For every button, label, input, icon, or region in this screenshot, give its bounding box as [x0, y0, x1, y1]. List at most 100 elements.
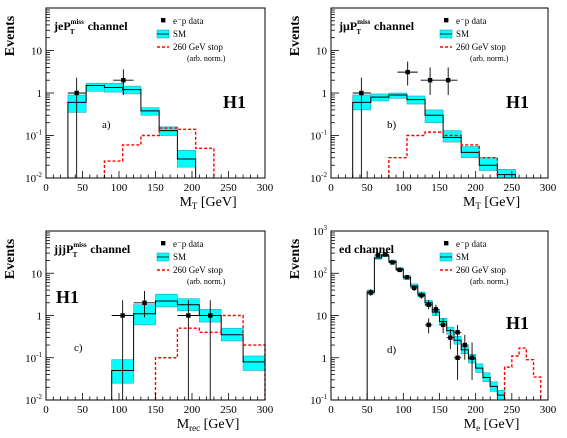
- y-axis-label: Events: [3, 238, 18, 279]
- y-tick-label-0: 10-2: [25, 171, 42, 185]
- channel-label: jePmiss T channel: [53, 18, 128, 36]
- y-tick-label-2: 1: [37, 88, 43, 100]
- legend-data-marker: [161, 241, 166, 246]
- legend-sm-label: SM: [173, 252, 186, 262]
- x-tick-label-50: 50: [362, 404, 374, 416]
- x-axis-label: MT [GeV]: [463, 195, 520, 211]
- data-point-0: [368, 290, 373, 295]
- panel-label: a): [102, 119, 111, 131]
- y-tick-label-1: 10-1: [310, 129, 327, 143]
- x-tick-label-50: 50: [77, 182, 89, 194]
- channel-label: jμPmiss T channel: [338, 18, 415, 36]
- h1-label: H1: [56, 287, 79, 307]
- legend-sm-label: SM: [173, 29, 186, 39]
- x-tick-label-250: 250: [504, 182, 521, 194]
- x-tick-label-150: 150: [431, 404, 448, 416]
- x-axis-label: Me [GeV]: [464, 417, 520, 433]
- legend-stop-label: 260 GeV stop: [456, 42, 506, 52]
- x-tick-label-50: 50: [362, 182, 374, 194]
- legend-stop-note: (arb. norm.): [187, 54, 226, 63]
- panel-b: 0 50 100 150 200 250 300 10-2 10-1 1 10 Events MT [G…: [288, 7, 557, 211]
- stop-histogram: [103, 127, 215, 178]
- y-tick-label-4: 103: [313, 224, 328, 238]
- x-tick-label-250: 250: [504, 404, 521, 416]
- y-tick-label-2: 1: [322, 88, 328, 100]
- h1-label: H1: [506, 92, 529, 112]
- y-axis-label: Events: [3, 15, 18, 56]
- sm-band-5: [442, 130, 462, 143]
- sm-band-2: [388, 92, 408, 99]
- data-point-9: [433, 307, 439, 312]
- x-tick-label-0: 0: [43, 182, 49, 194]
- legend-data-label: e⁻p data: [173, 239, 204, 249]
- x-axis-label: MT [GeV]: [179, 195, 236, 211]
- legend-data-marker: [444, 241, 449, 246]
- legend-data-label: e⁻p data: [173, 16, 204, 26]
- legend-data-marker: [444, 18, 449, 23]
- sm-band-6: [242, 355, 266, 371]
- data-point-4: [397, 267, 402, 273]
- legend-stop-label: 260 GeV stop: [456, 265, 506, 275]
- stop-histogram: [503, 347, 542, 400]
- sm-band-4: [140, 107, 160, 116]
- data-point-1: [121, 78, 126, 83]
- x-tick-label-300: 300: [540, 182, 557, 194]
- x-tick-label-250: 250: [220, 404, 237, 416]
- x-tick-label-0: 0: [328, 404, 334, 416]
- sm-band-2: [155, 293, 178, 308]
- legend-stop-label: 260 GeV stop: [173, 265, 223, 275]
- y-tick-label-2: 10: [316, 311, 328, 323]
- y-tick-label-0: 10-1: [310, 393, 327, 407]
- data-point-7: [419, 293, 424, 298]
- data-point-14: [469, 355, 475, 360]
- legend-stop-label: 260 GeV stop: [173, 42, 223, 52]
- h1-label: H1: [223, 92, 246, 112]
- panel-label: d): [387, 344, 397, 356]
- data-point-1: [375, 252, 381, 258]
- y-tick-label-0: 10-2: [310, 171, 327, 185]
- panel-d: 0 50 100 150 200 250 300 10-1 1 10 102 103 Events Me …: [288, 224, 557, 433]
- sm-band-1: [85, 82, 105, 92]
- sm-histogram: [67, 85, 197, 178]
- x-tick-label-150: 150: [431, 182, 448, 194]
- panel-label: b): [387, 119, 397, 131]
- y-tick-label-3: 10: [31, 46, 43, 58]
- x-tick-label-300: 300: [540, 404, 557, 416]
- y-tick-label-3: 102: [313, 266, 328, 280]
- x-tick-label-200: 200: [467, 404, 484, 416]
- data-point-16: [426, 322, 431, 328]
- legend-sm-label: SM: [456, 29, 469, 39]
- legend-data-label: e⁻p data: [456, 16, 487, 26]
- y-axis-label: Events: [288, 238, 303, 279]
- stop-histogram: [388, 131, 499, 178]
- data-point-10: [440, 322, 446, 328]
- panel-label: c): [74, 342, 83, 354]
- data-point-13: [462, 342, 468, 348]
- data-point-3: [208, 313, 213, 318]
- x-tick-label-200: 200: [467, 182, 484, 194]
- data-point-2: [186, 313, 191, 318]
- data-point-11: [448, 335, 453, 340]
- legend-stop-note: (arb. norm.): [470, 54, 509, 63]
- y-tick-label-1: 10-1: [25, 351, 42, 365]
- sm-histogram: [352, 94, 516, 178]
- channel-label: jjjPmiss T channel: [53, 241, 131, 259]
- x-tick-label-0: 0: [43, 404, 49, 416]
- x-tick-label-200: 200: [184, 182, 201, 194]
- channel-label: ed channel: [339, 242, 395, 256]
- data-point-15: [455, 355, 460, 360]
- sm-band-8: [497, 169, 516, 179]
- x-tick-label-100: 100: [111, 404, 128, 416]
- y-tick-label-1: 10-1: [25, 129, 42, 143]
- data-point-0: [359, 90, 364, 96]
- x-axis-label: Mrec [GeV]: [177, 417, 240, 433]
- data-point-3: [445, 78, 451, 83]
- legend-stop-note: (arb. norm.): [470, 277, 509, 286]
- data-point-2: [427, 78, 433, 83]
- legend-stop-note: (arb. norm.): [187, 277, 226, 286]
- data-point-1: [142, 300, 147, 305]
- x-tick-label-300: 300: [257, 404, 274, 416]
- y-tick-label-3: 10: [31, 268, 43, 280]
- panel-a: 0 50 100 150 200 250 300 10-2 10-1 1 10 Events MT [G…: [3, 7, 274, 211]
